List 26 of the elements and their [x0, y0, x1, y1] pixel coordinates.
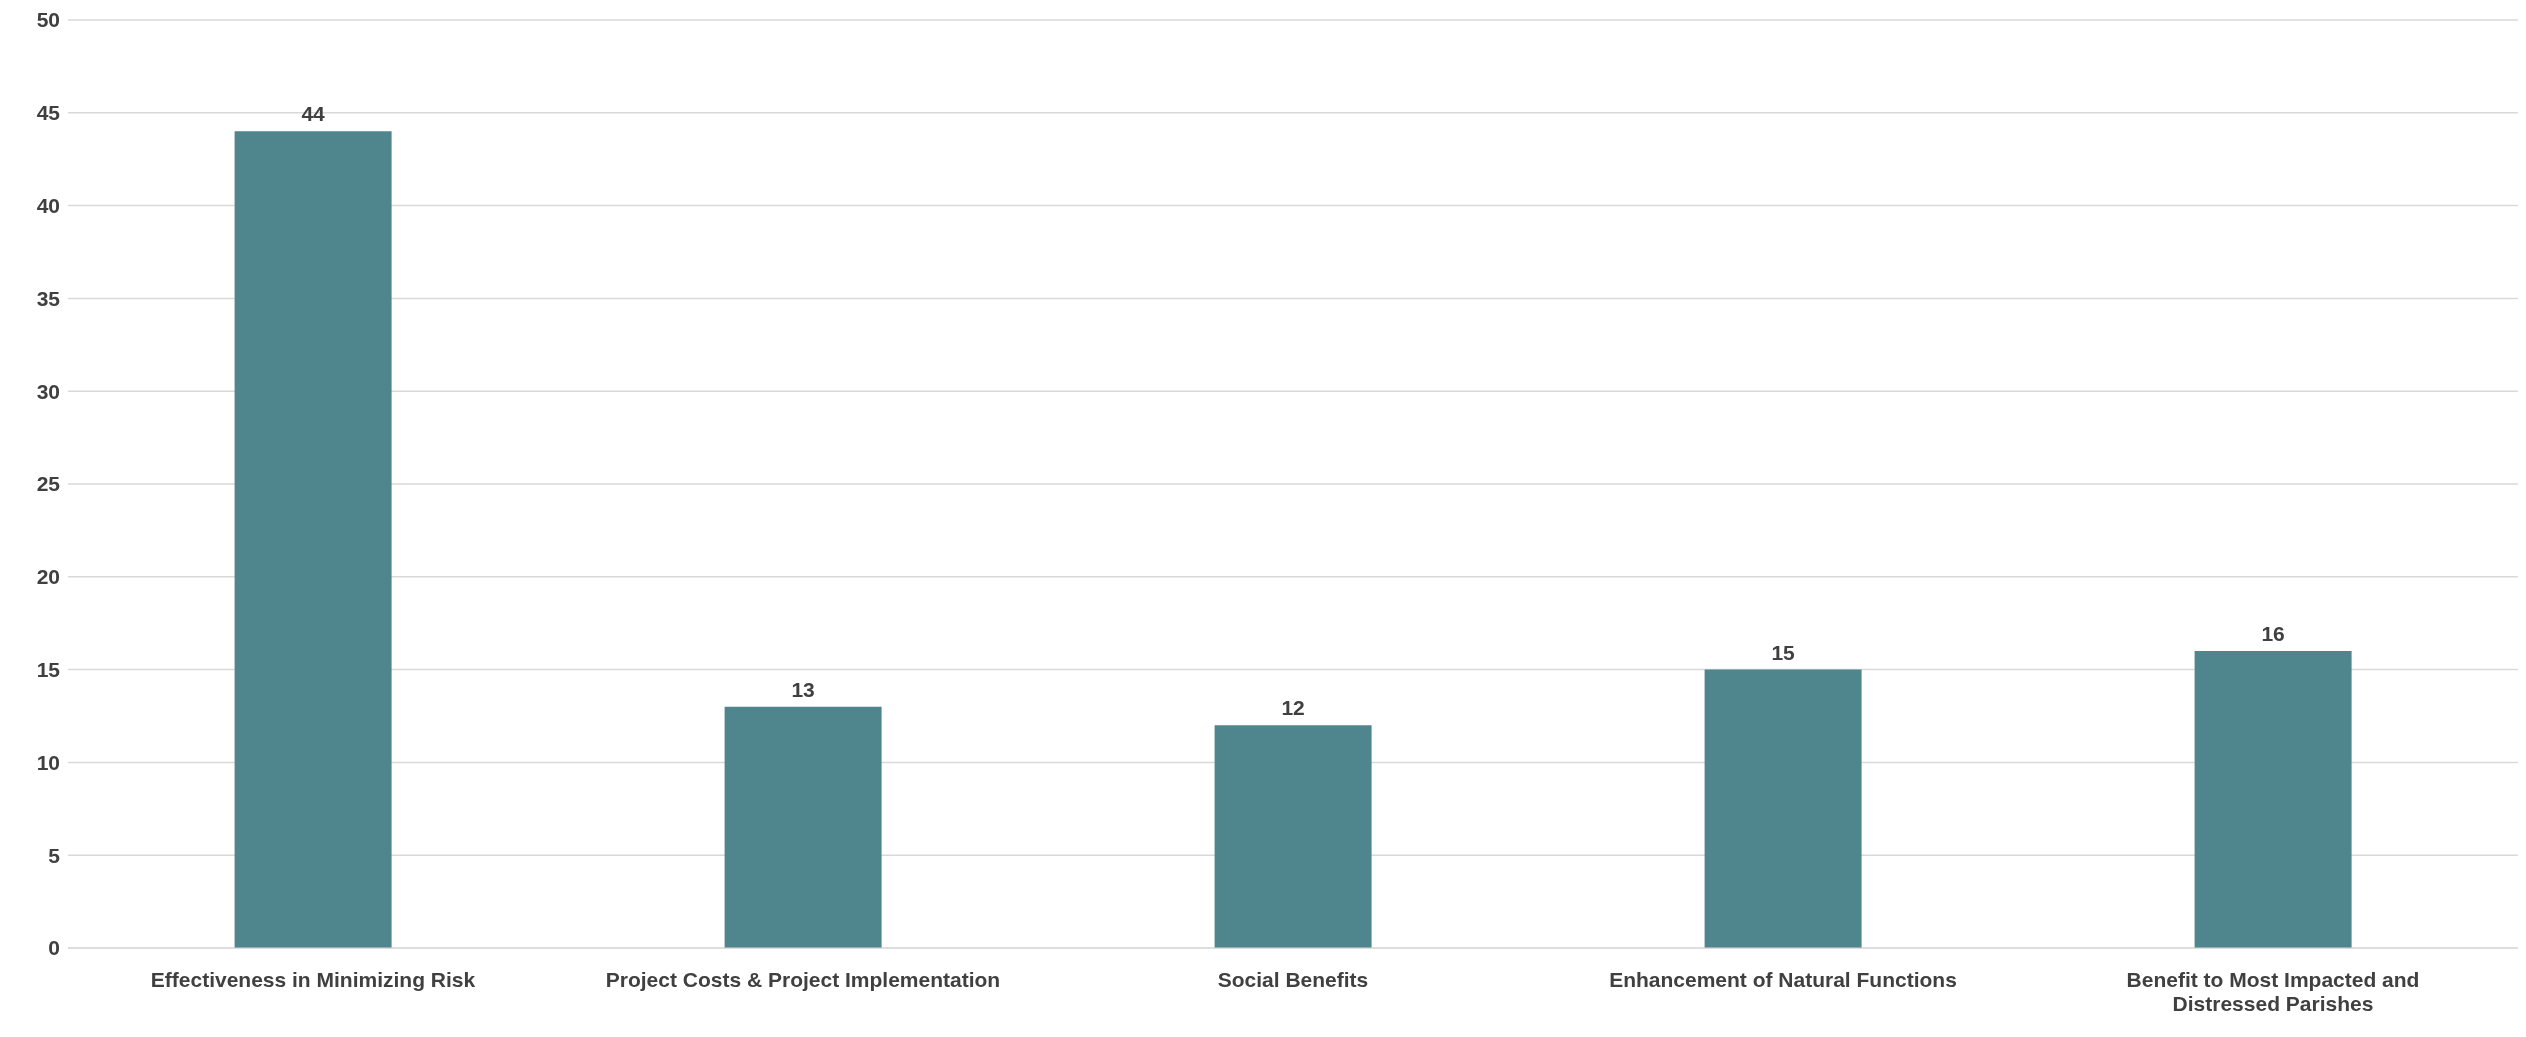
- y-tick-label: 35: [36, 286, 61, 310]
- bar: [1214, 725, 1372, 948]
- y-tick-label: 25: [36, 472, 61, 496]
- y-tick-label: 15: [36, 658, 61, 682]
- x-tick-label: Project Costs & Project Implementation: [605, 967, 1001, 991]
- y-tick-label: 40: [36, 194, 60, 218]
- y-tick-label: 5: [48, 843, 61, 867]
- y-tick-label: 30: [36, 379, 60, 403]
- y-tick-label: 50: [36, 8, 60, 32]
- data-label: 15: [1771, 640, 1796, 664]
- bar: [2194, 651, 2352, 948]
- bar: [1704, 669, 1862, 948]
- y-tick-label: 0: [48, 936, 60, 960]
- data-label: 12: [1281, 696, 1305, 720]
- data-label: 44: [301, 102, 326, 126]
- x-tick-label: Effectiveness in Minimizing Risk: [150, 967, 476, 991]
- y-tick-label: 10: [36, 750, 60, 774]
- bar: [724, 706, 882, 948]
- data-label: 16: [2261, 622, 2285, 646]
- y-tick-label: 20: [36, 565, 60, 589]
- x-tick-label: Benefit to Most Impacted and Distressed Parishes: [2126, 967, 2420, 1016]
- bar: [234, 131, 392, 948]
- y-tick-label: 45: [36, 101, 61, 125]
- x-tick-label: Social Benefits: [1217, 967, 1369, 991]
- x-tick-label: Enhancement of Natural Functions: [1609, 967, 1957, 991]
- data-label: 13: [791, 677, 815, 701]
